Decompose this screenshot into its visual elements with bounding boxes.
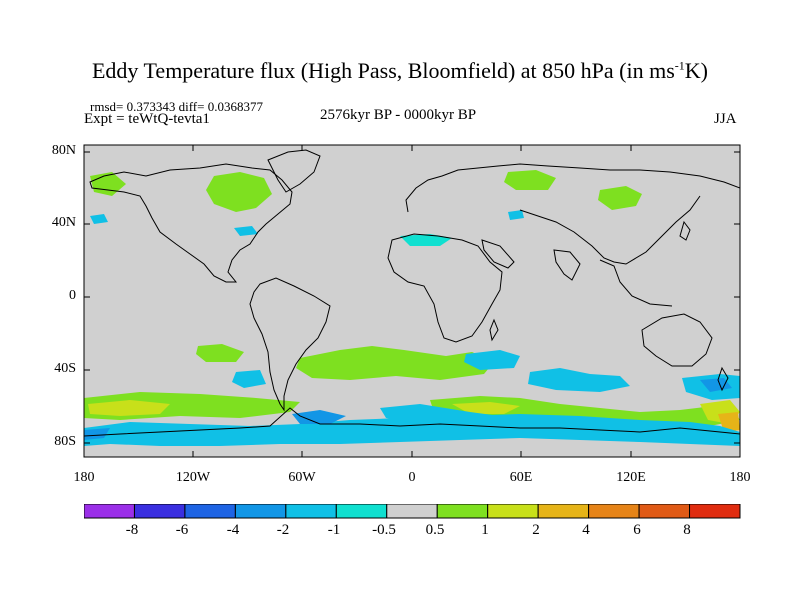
title-text: Eddy Temperature flux (High Pass, Bloomf… (91, 58, 675, 83)
coastline-south-america (249, 277, 331, 412)
anomaly-positive (206, 172, 272, 212)
lon-label: 120W (175, 470, 211, 485)
title-tail: K) (684, 58, 708, 83)
colorbar-box (487, 504, 539, 519)
colorbar-label: 6 (633, 522, 641, 538)
colorbar-label: 2 (532, 522, 540, 538)
anomaly-negative (84, 428, 110, 440)
lon-label: 180 (73, 470, 95, 485)
lon-label: 0 (408, 470, 416, 485)
colorbar-label: -4 (226, 522, 240, 538)
anomaly-negative (232, 370, 266, 388)
anomaly-negative (234, 226, 258, 236)
lon-label: 180 (729, 470, 751, 485)
colorbar-box (285, 504, 337, 519)
axis-ticks (84, 145, 740, 457)
colorbar-box (386, 504, 438, 519)
coastline-antarctica (84, 407, 740, 437)
coastline-greenland (267, 149, 321, 193)
anomaly-negative (464, 350, 520, 370)
anomaly-negative (700, 378, 732, 392)
anomaly-positive (452, 402, 520, 414)
coastline-se-asia (599, 259, 673, 307)
colorbar-label: -6 (175, 522, 189, 538)
anomaly-positive (88, 400, 170, 416)
lon-label: 60E (509, 470, 533, 485)
colorbar-label: -1 (327, 522, 341, 538)
anomaly-negative (400, 234, 452, 246)
colorbar-box (436, 504, 489, 519)
plot-title: Eddy Temperature flux (High Pass, Bloomf… (0, 58, 800, 84)
anomaly-negative (84, 414, 740, 446)
colorbar-label: 0.5 (425, 522, 445, 538)
anomaly-fields (84, 170, 740, 446)
lat-label: 40N (51, 215, 76, 230)
colorbar-box (638, 504, 691, 519)
coastline-japan (679, 220, 691, 241)
coastline-australia (641, 313, 713, 367)
colorbar (84, 504, 741, 519)
colorbar-box (234, 504, 287, 519)
lat-label: 80S (54, 434, 76, 449)
colorbar-label: 8 (683, 522, 691, 538)
colorbar-label: 1 (481, 522, 489, 538)
colorbar-label: -8 (125, 522, 139, 538)
coastline-europe (405, 163, 740, 213)
colorbar-box (335, 504, 388, 519)
experiment-label: Expt = teWtQ-tevta1 (84, 111, 210, 127)
anomaly-negative (508, 210, 524, 220)
colorbar-box (689, 504, 741, 519)
lon-label: 120E (616, 470, 646, 485)
anomaly-positive (430, 396, 740, 428)
coastline-asia (519, 195, 701, 265)
colorbar-box (537, 504, 590, 519)
lat-label: 80N (51, 143, 76, 158)
colorbar-box (133, 504, 186, 519)
rmsd-diff-stats: rmsd= 0.373343 diff= 0.0368377 (90, 99, 263, 114)
anomaly-negative (380, 404, 500, 424)
lat-label: 0 (69, 288, 76, 303)
anomaly-negative (90, 214, 108, 224)
anomaly-positive (296, 346, 494, 380)
coastline-africa (387, 233, 503, 343)
anomaly-positive (504, 170, 556, 190)
coastline-india (553, 249, 581, 281)
coastline-arabia (481, 239, 515, 269)
coastline-new-zealand (717, 366, 729, 392)
coastlines (84, 149, 740, 437)
anomaly-negative (292, 410, 346, 424)
lat-label: 40S (54, 361, 76, 376)
anomaly-positive (196, 344, 244, 362)
lon-label: 60W (288, 470, 316, 485)
colorbar-label: -2 (276, 522, 290, 538)
anomaly-negative (528, 368, 630, 392)
colorbar-label: 4 (582, 522, 590, 538)
colorbar-box (84, 504, 135, 519)
colorbar-label: -0.5 (372, 522, 396, 538)
coastline-madagascar (489, 318, 499, 342)
period-label: 2576kyr BP - 0000kyr BP (320, 107, 477, 123)
season-label: JJA (714, 111, 737, 127)
anomaly-positive (598, 186, 642, 210)
colorbar-box (184, 504, 236, 519)
anomaly-positive (718, 412, 740, 432)
title-superscript: -1 (674, 58, 685, 73)
colorbar-box (588, 504, 640, 519)
coastline-north-america (89, 163, 293, 283)
